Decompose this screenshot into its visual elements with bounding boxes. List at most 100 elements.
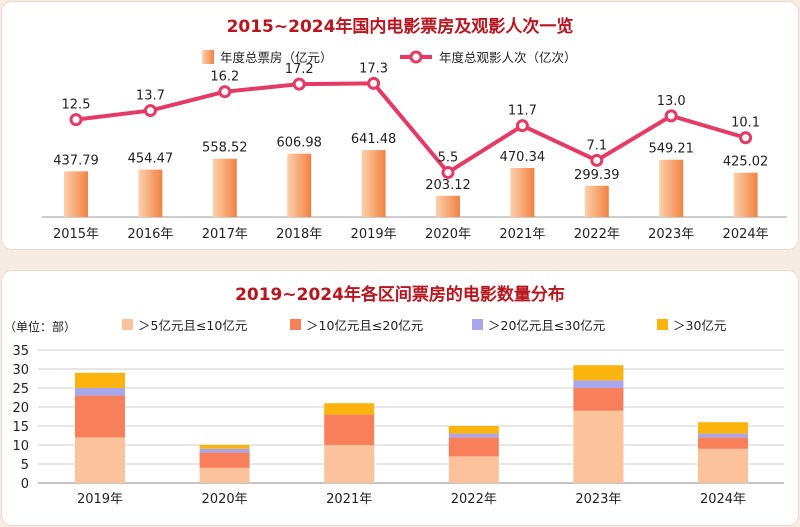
x-tick-label: 2018年	[276, 227, 322, 242]
y-tick-label: 20	[12, 401, 29, 416]
stacked-segment	[698, 422, 748, 434]
legend-label: ＞10亿元且≤20亿元	[306, 318, 423, 333]
film-count-chart: 2019~2024年各区间票房的电影数量分布 （单位：部） ＞5亿元且≤10亿元…	[4, 284, 784, 507]
attendance-value-label: 13.7	[136, 89, 165, 104]
box-office-bar	[361, 150, 386, 217]
legend-swatch	[290, 319, 301, 330]
box-office-bar	[64, 171, 88, 217]
stacked-segment	[199, 445, 250, 449]
unit-label: （单位：部）	[4, 319, 76, 334]
attendance-point	[739, 131, 753, 145]
stacked-segment	[75, 437, 125, 483]
box-office-chart: 2015~2024年国内电影票房及观影人次一览 年度总票房（亿元） 年度总观影人…	[42, 16, 787, 242]
attendance-value-label: 10.1	[731, 116, 760, 131]
legend-label: ＞20亿元且≤30亿元	[488, 318, 605, 333]
box-office-value-label: 558.52	[202, 141, 248, 156]
legend-bar-swatch	[202, 50, 214, 64]
stacked-segment	[448, 456, 499, 483]
line-points	[69, 76, 753, 179]
bar-value-labels: 437.79 454.47 558.52 606.98 641.48 203.12 470.…	[53, 132, 768, 193]
legend-label: ＞5亿元且≤10亿元	[138, 318, 247, 333]
stacked-segment	[324, 445, 375, 483]
x-tick-label: 2017年	[202, 227, 248, 242]
y-tick-label: 15	[12, 420, 29, 435]
top-chart-panel: 2015~2024年国内电影票房及观影人次一览 年度总票房（亿元） 年度总观影人…	[2, 2, 798, 249]
box-office-value-label: 549.21	[648, 142, 694, 157]
y-tick-labels: 0 5 10 15 20 25 30 35	[12, 344, 29, 492]
stacked-segment	[75, 388, 125, 396]
attendance-value-label: 17.3	[359, 61, 388, 76]
y-tick-label: 5	[21, 458, 29, 473]
attendance-value-label: 17.2	[285, 62, 314, 77]
stacked-segment	[698, 437, 748, 449]
attendance-value-label: 11.7	[508, 104, 537, 119]
box-office-value-label: 454.47	[128, 152, 174, 167]
y-tick-label: 10	[12, 439, 29, 454]
stacked-segment	[75, 395, 125, 438]
y-tick-label: 30	[12, 363, 29, 378]
legend-swatch	[657, 319, 668, 330]
attendance-line	[75, 81, 747, 175]
x-tick-label: 2023年	[648, 227, 694, 242]
x-tick-label: 2021年	[499, 227, 545, 242]
attendance-point	[292, 77, 306, 91]
legend: ＞5亿元且≤10亿元 ＞10亿元且≤20亿元 ＞20亿元且≤30亿元 ＞30亿元	[122, 318, 726, 333]
box-office-bar	[287, 153, 312, 217]
chart-title: 2019~2024年各区间票房的电影数量分布	[235, 284, 565, 305]
box-office-value-label: 606.98	[276, 136, 322, 151]
chart-title: 2015~2024年国内电影票房及观影人次一览	[227, 16, 574, 37]
box-office-bar	[138, 169, 163, 217]
stacked-segment	[698, 448, 748, 483]
x-tick-label: 2016年	[127, 227, 173, 242]
box-office-bar	[510, 167, 535, 217]
attendance-value-label: 13.0	[657, 94, 686, 109]
attendance-point	[143, 104, 157, 118]
attendance-value-label: 16.2	[210, 70, 239, 85]
y-tick-label: 25	[12, 382, 29, 397]
box-office-value-label: 299.39	[574, 168, 620, 183]
y-tick-label: 35	[12, 344, 29, 359]
stacked-segment	[75, 372, 125, 388]
box-office-value-label: 641.48	[351, 132, 397, 147]
box-office-value-label: 203.12	[425, 178, 471, 193]
bar-series	[64, 150, 758, 217]
x-tick-label: 2019年	[351, 227, 397, 242]
legend: 年度总票房（亿元） 年度总观影人次（亿次）	[202, 50, 577, 65]
y-tick-label: 0	[21, 477, 29, 492]
x-tick-label: 2024年	[723, 227, 769, 242]
legend-line-label: 年度总观影人次（亿次）	[439, 50, 577, 65]
attendance-value-label: 5.5	[438, 150, 459, 165]
gridlines	[38, 349, 784, 484]
legend-bar-label: 年度总票房（亿元）	[220, 50, 333, 65]
box-office-bar	[436, 195, 460, 217]
attendance-value-label: 7.1	[586, 138, 607, 153]
legend-line-marker	[409, 50, 423, 64]
box-office-bar	[212, 158, 237, 217]
stacked-segment	[573, 365, 624, 381]
box-office-bar	[733, 172, 758, 217]
attendance-point	[590, 153, 604, 167]
attendance-point	[515, 119, 529, 133]
x-tick-label: 2015年	[53, 227, 99, 242]
box-office-bar	[659, 159, 684, 217]
stacked-segment	[324, 414, 375, 445]
attendance-point	[218, 85, 232, 99]
attendance-point	[69, 113, 83, 127]
stacked-segment	[448, 433, 499, 438]
box-office-value-label: 470.34	[500, 150, 546, 165]
stacked-segment	[448, 437, 499, 457]
legend-swatch	[472, 319, 483, 330]
x-tick-label: 2019年	[77, 492, 123, 507]
x-tick-label: 2022年	[451, 492, 497, 507]
x-tick-label: 2022年	[574, 227, 620, 242]
attendance-point	[441, 165, 455, 179]
stacked-segment	[573, 380, 624, 388]
x-tick-labels: 2019年 2020年 2021年 2022年 2023年 2024年	[77, 492, 746, 507]
box-office-value-label: 425.02	[723, 155, 769, 170]
x-tick-labels: 2015年 2016年 2017年 2018年 2019年 2020年 2021年 2022年…	[53, 227, 769, 242]
x-tick-label: 2021年	[326, 492, 372, 507]
legend-swatch	[122, 319, 133, 330]
stacked-segment	[698, 433, 748, 438]
stacked-segment	[199, 448, 250, 453]
stacked-segment	[448, 426, 499, 434]
